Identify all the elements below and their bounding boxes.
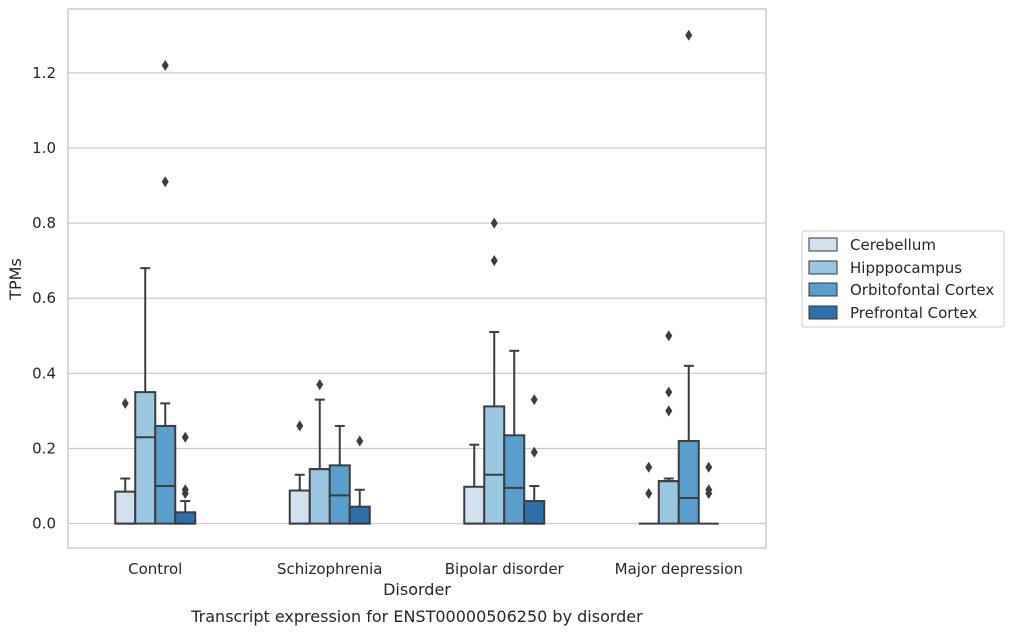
outlier-point: [665, 405, 673, 417]
legend-swatch-cerebellum: [808, 237, 838, 252]
outlier-point: [296, 420, 304, 432]
outlier-point: [645, 461, 653, 473]
y-tick-label: 0.6: [32, 289, 56, 307]
y-tick-label: 0.2: [32, 439, 56, 457]
chart-caption: Transcript expression for ENST0000050625…: [190, 607, 643, 626]
box-major-depression-prefrontal-cortex: [698, 461, 719, 525]
box-major-depression-orbitofontal-cortex: [677, 29, 700, 525]
box-series: [114, 29, 719, 525]
box-schizophrenia-orbitofontal-cortex: [328, 424, 351, 525]
legend: Cerebellum Hipppocampus Orbitofontal Cor…: [801, 230, 1005, 328]
box-body: [174, 511, 197, 525]
outlier-point: [490, 255, 498, 267]
box-body: [503, 434, 526, 525]
y-axis-title: TPMs: [6, 258, 25, 301]
outlier-point: [530, 394, 538, 406]
box-bipolar-disorder-cerebellum: [463, 443, 486, 525]
outlier-point: [645, 488, 653, 500]
y-tick-label: 0.8: [32, 214, 56, 232]
outlier-point: [161, 176, 169, 188]
x-tick-label: Schizophrenia: [277, 560, 382, 578]
y-tick-label: 0.0: [32, 515, 56, 533]
outlier-point: [705, 461, 713, 473]
box-body: [657, 480, 680, 525]
box-body: [114, 490, 137, 525]
legend-label-cerebellum: Cerebellum: [850, 236, 936, 254]
outlier-point: [121, 397, 129, 409]
box-body: [483, 405, 506, 525]
x-tick-label: Control: [128, 560, 182, 578]
y-tick-label: 1.2: [32, 64, 56, 82]
x-tick-label: Bipolar disorder: [445, 560, 565, 578]
outlier-point: [665, 386, 673, 398]
box-control-orbitofontal-cortex: [154, 59, 177, 525]
legend-swatch-hipppocampus: [808, 260, 838, 275]
box-bipolar-disorder-hipppocampus: [483, 217, 506, 525]
outlier-point: [490, 217, 498, 229]
x-axis-title: Disorder: [383, 580, 451, 599]
outlier-point: [665, 330, 673, 342]
y-tick-label: 1.0: [32, 139, 56, 157]
box-body: [308, 468, 331, 525]
box-body: [154, 424, 177, 525]
box-body: [463, 485, 486, 525]
x-axis-ticks: Control Schizophrenia Bipolar disorder Majo…: [128, 560, 743, 578]
outlier-point: [705, 484, 713, 496]
legend-frame: [801, 230, 1005, 328]
outlier-point: [356, 435, 364, 447]
legend-label-orbitofontal-cortex: Orbitofontal Cortex: [850, 281, 994, 299]
x-tick-label: Major depression: [615, 560, 743, 578]
outlier-point: [316, 379, 324, 391]
box-body: [523, 500, 546, 525]
box-body: [134, 391, 157, 525]
box-control-prefrontal-cortex: [174, 431, 197, 525]
box-bipolar-disorder-prefrontal-cortex: [523, 394, 546, 525]
legend-label-hipppocampus: Hipppocampus: [850, 259, 962, 277]
outlier-point: [181, 431, 189, 443]
legend-swatch-prefrontal-cortex: [808, 305, 838, 320]
legend-label-prefrontal-cortex: Prefrontal Cortex: [850, 304, 977, 322]
outlier-point: [181, 484, 189, 496]
outlier-point: [685, 29, 693, 41]
box-control-cerebellum: [114, 397, 137, 525]
box-bipolar-disorder-orbitofontal-cortex: [503, 349, 526, 525]
y-tick-label: 0.4: [32, 364, 56, 382]
box-major-depression-cerebellum: [638, 461, 659, 525]
outlier-point: [161, 59, 169, 71]
y-axis-ticks: 0.0 0.2 0.4 0.6 0.8 1.0 1.2: [32, 64, 56, 533]
legend-swatch-orbitofontal-cortex: [808, 282, 838, 297]
box-major-depression-hipppocampus: [657, 330, 680, 525]
box-schizophrenia-prefrontal-cortex: [348, 435, 371, 525]
box-body: [288, 489, 311, 525]
box-body: [677, 439, 700, 525]
gridlines: [68, 72, 766, 525]
box-schizophrenia-hipppocampus: [308, 379, 331, 525]
plot-frame: [67, 8, 767, 549]
box-schizophrenia-cerebellum: [288, 420, 311, 525]
box-control-hipppocampus: [134, 267, 157, 525]
outlier-point: [530, 446, 538, 458]
box-body: [348, 505, 371, 525]
